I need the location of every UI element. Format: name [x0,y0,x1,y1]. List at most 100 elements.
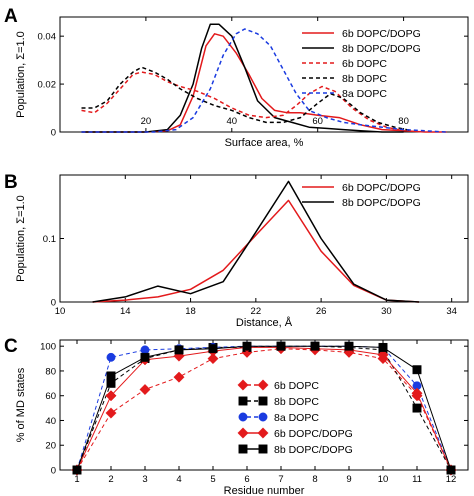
panel-b-frame [59,174,469,303]
panel-c-series-5-point [242,341,252,351]
panel-c-legend-label-1: 6b DOPC [274,380,319,392]
panel-a-xtick-label: 60 [312,116,323,127]
panel-a-ytick-label: 0.04 [38,32,57,43]
panel-a-letter: A [4,6,18,27]
panel-c-legend-label-5: 8b DOPC/DOPG [274,444,353,456]
panel-b-ylabel: Population, Σ=1.0 [15,195,27,282]
panel-c-ytick-label: 0 [51,466,56,477]
panel-c-series-2-line [76,345,452,471]
panel-c-xtick-label: 11 [412,474,422,485]
panel-a-series-5-line [81,28,447,133]
panel-c-series-4-point [411,387,423,399]
panel-c-series-1-point [105,407,117,419]
panel-b-ytick-label: 0.1 [43,234,56,245]
panel-c-series-1-point [173,371,185,383]
panel-c-ytick-label: 40 [45,416,56,427]
panel-b-xtick-label: 26 [316,306,327,317]
panel-b-xtick-label: 22 [251,306,262,317]
panel-c-series-5-point [378,342,388,352]
panel-c-series-5-point [412,365,422,375]
panel-c-legend-marker-3 [238,412,248,422]
panel-c-legend-marker-1 [257,379,269,391]
panel-c-legend-marker-3 [258,412,268,422]
panel-c-series-1-line [76,348,452,471]
panel-c-letter: C [4,336,18,357]
panel-c-series-5-point [174,345,184,355]
panel-a-ytick-label: 0.02 [38,80,57,91]
panel-c-legend-label-3: 8a DOPC [274,412,319,424]
panel-c-ytick-label: 20 [45,441,56,452]
panel-b-xlabel: Distance, Å [236,316,293,329]
panel-b-series-1-line [92,199,420,303]
panel-c-legend-marker-4 [257,427,269,439]
panel-c-series-5-line [76,345,452,471]
panel-c-legend-marker-5 [238,444,248,454]
panel-c-legend-marker-5 [258,444,268,454]
panel-c-series-3-line [76,345,452,471]
panel-c-ytick-label: 100 [40,342,56,353]
panel-c-series-5-point [106,371,116,381]
panel-c-series-1-point [207,353,219,365]
panel-c-xtick-label: 3 [142,474,147,485]
panel-b-legend-label-1: 6b DOPC/DOPG [342,182,421,194]
panel-b-xtick-label: 18 [185,306,196,317]
panel-c-xtick-label: 1 [74,474,79,485]
panel-a-frame [59,16,469,133]
panel-b-xtick-label: 30 [381,306,392,317]
panel-c-legend-label-2: 8b DOPC [274,396,319,408]
panel-c-xtick-label: 5 [210,474,215,485]
panel-c-legend-marker-4 [237,427,249,439]
panel-c-series-5-point [310,341,320,351]
panel-c-ylabel: % of MD states [15,367,27,442]
panel-b-xtick-label: 14 [120,306,131,317]
panel-a-xtick-label: 40 [227,116,238,127]
panel-c-xtick-label: 10 [378,474,389,485]
panel-c-xtick-label: 9 [346,474,351,485]
panel-c-series-4-point [173,350,185,362]
panel-c-series-5-point [140,352,150,362]
panel-c-legend-label-4: 6b DOPC/DOPG [274,428,353,440]
panel-c-xtick-label: 6 [244,474,249,485]
panel-c-series-1-point [139,383,151,396]
panel-c-series-5-point [72,465,82,475]
panel-b-xtick-label: 10 [55,306,66,317]
panel-c-xlabel: Residue number [224,485,305,496]
panel-a-legend-label-2: 8b DOPC/DOPG [342,43,421,55]
panel-b-ytick-label: 0 [51,298,56,309]
panel-c-legend-marker-2 [238,396,248,406]
panel-c-legend-marker-2 [258,396,268,406]
panel-a-ytick-label: 0 [51,128,56,139]
panel-c-legend-marker-1 [237,379,249,391]
panel-c-series-4-line [76,346,452,471]
panel-a-xtick-label: 80 [398,116,409,127]
panel-c-series-4-point [377,349,389,361]
panel-c-xtick-label: 4 [176,474,181,485]
panel-c-ytick-label: 60 [45,391,56,402]
panel-a-series-2-line [81,23,404,133]
panel-c-series-5-point [208,344,218,354]
panel-a-ylabel: Population, Σ=1.0 [15,31,27,118]
panel-a-legend-label-4: 8b DOPC [342,73,387,85]
panel-a-series-4-line [81,66,413,132]
panel-c-series-4-point [105,390,117,402]
panel-b-xtick-label: 34 [446,306,457,317]
panel-c-xtick-label: 8 [312,474,317,485]
panel-c-series-3-point [140,345,150,355]
panel-b-legend-label-2: 8b DOPC/DOPG [342,197,421,209]
panel-a-legend-label-5: 8a DOPC [342,88,387,100]
panel-c-series-5-point [446,465,456,475]
panel-a-legend-label-1: 6b DOPC/DOPG [342,28,421,40]
panel-c-ytick-label: 80 [45,366,56,377]
panel-c-xtick-label: 12 [446,474,457,485]
panel-c-series-3-point [106,352,116,362]
panel-a-xtick-label: 20 [141,116,152,127]
panel-a-legend-label-3: 6b DOPC [342,58,387,70]
panel-c-series-5-point [344,341,354,351]
panel-c-frame [59,339,469,471]
panel-c-series-5-point [276,341,286,351]
panel-b-letter: B [4,172,18,193]
panel-c-series-2-point [412,403,422,413]
panel-c-xtick-label: 7 [278,474,283,485]
panel-c-xtick-label: 2 [108,474,113,485]
